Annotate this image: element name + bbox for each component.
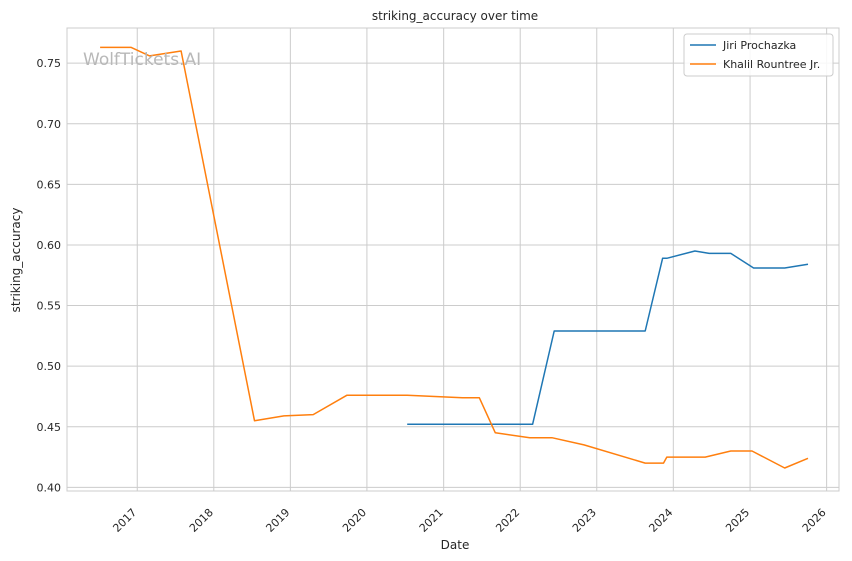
y-tick-label: 0.40 <box>37 481 62 494</box>
y-tick-label: 0.55 <box>37 300 62 313</box>
series-lines <box>100 46 809 469</box>
x-tick-label: 2020 <box>340 506 369 535</box>
y-tick-label: 0.50 <box>37 360 62 373</box>
y-axis-label: striking_accuracy <box>9 208 23 313</box>
legend-box <box>683 33 834 77</box>
y-tick-label: 0.70 <box>37 118 62 131</box>
grid-lines <box>67 28 839 491</box>
series-line-0 <box>407 250 809 426</box>
y-tick-label: 0.60 <box>37 239 62 252</box>
plot-area <box>66 27 840 492</box>
y-tick-label: 0.65 <box>37 178 62 191</box>
x-tick-label: 2019 <box>263 506 292 535</box>
x-tick-label: 2026 <box>800 506 829 535</box>
chart-title: striking_accuracy over time <box>372 9 538 23</box>
x-tick-label: 2018 <box>187 506 216 535</box>
x-tick-label: 2021 <box>417 506 446 535</box>
x-tick-label: 2025 <box>723 506 752 535</box>
legend-label-jiri-prochazka: Jiri Prochazka <box>722 39 796 52</box>
legend-label-khalil-rountree: Khalil Rountree Jr. <box>723 58 820 71</box>
x-tick-label: 2022 <box>493 506 522 535</box>
y-tick-label: 0.75 <box>37 57 62 70</box>
x-axis-label: Date <box>441 538 470 552</box>
x-axis-ticks: 2017 2018 2019 2020 2021 2022 2023 2024 2025 2026 <box>110 506 828 535</box>
x-tick-label: 2024 <box>646 506 675 535</box>
y-axis-ticks: 0.40 0.45 0.50 0.55 0.60 0.65 0.70 0.75 <box>37 57 62 494</box>
legend: Jiri Prochazka Khalil Rountree Jr. <box>683 33 834 77</box>
y-tick-label: 0.45 <box>37 421 62 434</box>
watermark: WolfTickets.AI <box>83 50 201 70</box>
x-tick-label: 2017 <box>110 506 139 535</box>
series-line-1 <box>100 46 809 469</box>
x-tick-label: 2023 <box>570 506 599 535</box>
